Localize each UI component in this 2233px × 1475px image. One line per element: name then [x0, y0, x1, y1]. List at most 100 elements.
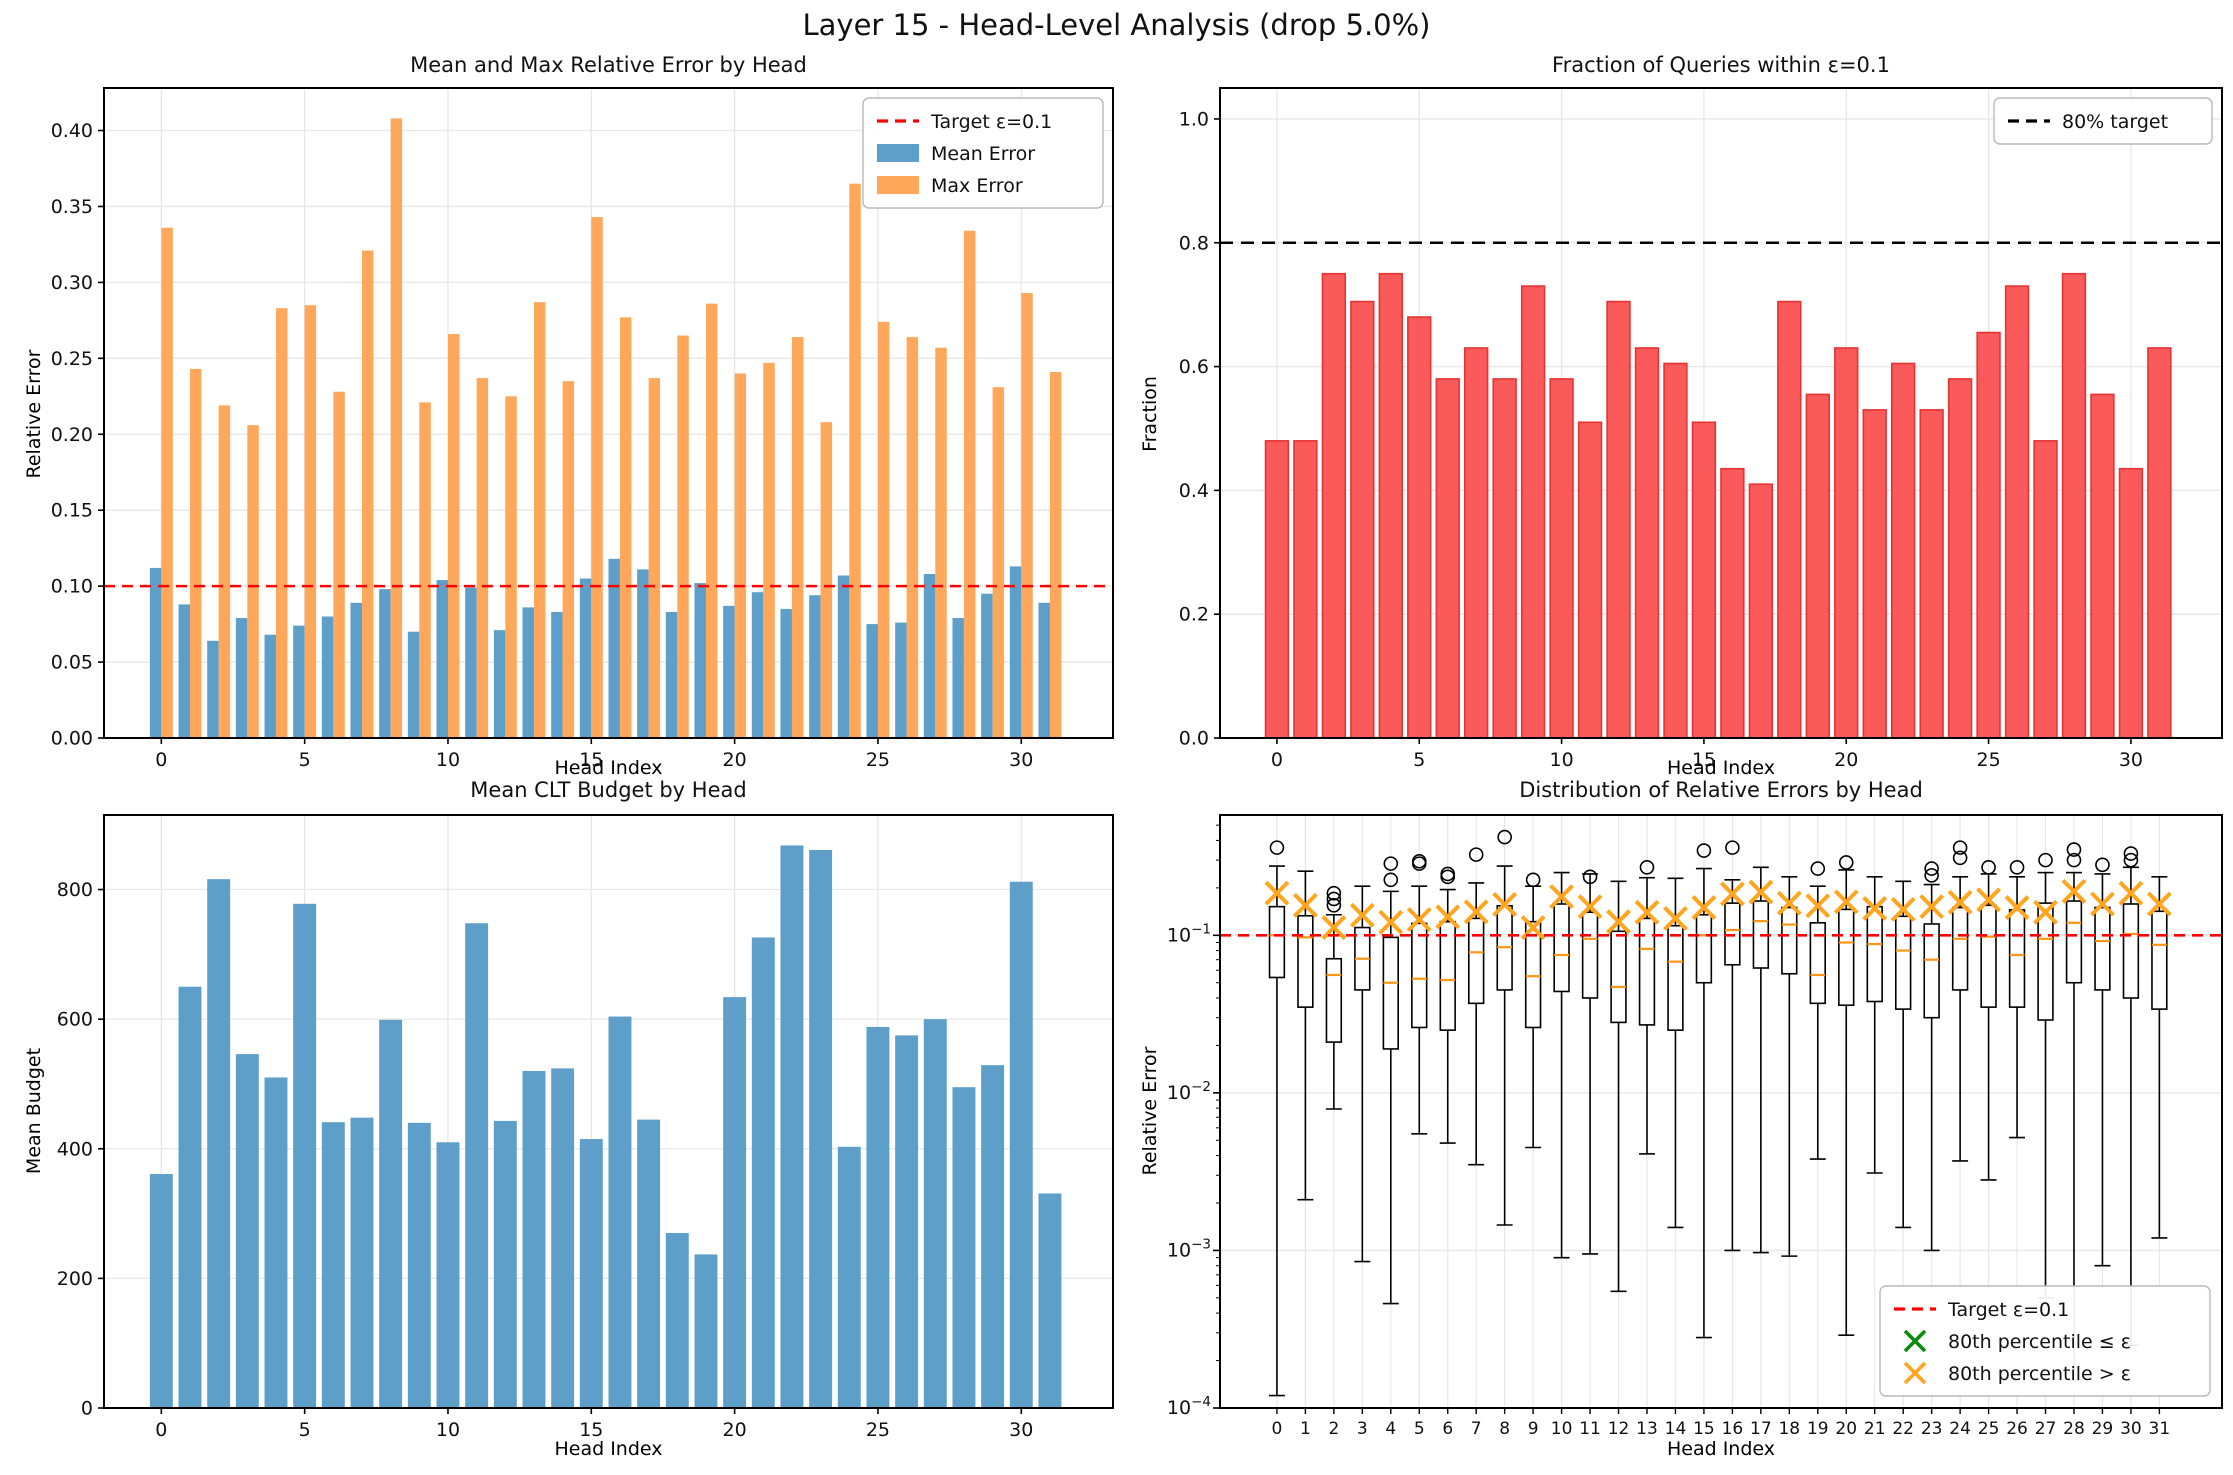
boxplot-head-0	[1264, 840, 1290, 1397]
iqr-box	[1724, 902, 1741, 966]
budget-bar-head-21	[751, 937, 775, 1408]
x-tick-label: 24	[1949, 1419, 1971, 1439]
legend-x-sample	[1903, 1329, 1927, 1353]
budget-bar-head-3	[235, 1054, 259, 1408]
x-tick-label: 13	[1636, 1419, 1658, 1439]
budget-bar-head-8	[379, 1019, 403, 1408]
boxplot-head-29	[2090, 857, 2115, 1267]
budget-bar-head-11	[465, 923, 489, 1408]
outlier-point	[1639, 860, 1655, 875]
p80-marker	[1748, 879, 1774, 905]
mean-error-bar-head-20	[723, 605, 735, 738]
p80-marker	[2090, 891, 2115, 917]
p80-marker	[1862, 896, 1888, 921]
budget-bar-head-19	[694, 1254, 718, 1408]
iqr-box	[1838, 908, 1855, 1007]
x-tick-label: 0	[1272, 1419, 1283, 1439]
max-error-bar-head-16	[619, 317, 632, 738]
x-tick-label: 25	[866, 749, 890, 771]
y-tick-label: 0.25	[51, 348, 93, 370]
x-tick-label: 10	[436, 1419, 460, 1441]
outlier-point	[1725, 840, 1740, 855]
budget-bar-head-12	[493, 1120, 517, 1408]
x-tick-label: 26	[2006, 1419, 2028, 1439]
fraction-bar-head-6	[1435, 378, 1460, 739]
mean-error-bar-head-17	[637, 569, 649, 738]
iqr-box	[1781, 906, 1798, 975]
axes-spines	[103, 814, 1114, 1409]
boxplot-head-18	[1776, 876, 1802, 1257]
outlier-point	[1838, 855, 1854, 870]
mean-error-bar-head-31	[1038, 602, 1050, 738]
x-tick-label: 25	[866, 1419, 890, 1441]
max-error-bar-head-22	[791, 337, 804, 738]
axis-ticks: 0 5 10 15 20 25 30 0.0 0.2 0.4 0.6 0.8 1.0	[1179, 108, 2143, 771]
figure-title: Layer 15 - Head-Level Analysis (drop 5.0…	[802, 8, 1431, 42]
boxplot-head-13	[1634, 860, 1660, 1155]
budget-bar-head-26	[895, 1035, 919, 1408]
x-axis-label-head-index: Head Index	[1666, 757, 1776, 779]
outlier-point	[2009, 860, 2025, 875]
y-tick-label: 200	[57, 1268, 93, 1290]
p80-marker	[1805, 893, 1831, 919]
budget-bar-head-18	[665, 1233, 689, 1408]
bars	[149, 845, 1062, 1408]
x-tick-label: 28	[2063, 1419, 2085, 1439]
budget-bar-head-31	[1038, 1193, 1062, 1408]
max-error-bar-head-7	[361, 250, 374, 738]
x-tick-label: 20	[1835, 1419, 1857, 1439]
boxplot-head-16	[1719, 840, 1745, 1252]
budget-bar-head-16	[608, 1016, 632, 1408]
iqr-box	[1923, 923, 1940, 1019]
y-tick-label: 1.0	[1179, 108, 1209, 130]
y-tick-label: 0.20	[51, 424, 93, 446]
mean-error-bar-head-2	[207, 640, 219, 738]
iqr-box	[1695, 913, 1713, 984]
boxplot-head-21	[1862, 876, 1888, 1174]
max-error-bar-head-6	[333, 391, 345, 738]
x-tick-label: 16	[1722, 1419, 1744, 1439]
max-error-bar-head-28	[963, 230, 976, 738]
y-tick-label: 10−1	[1167, 921, 1211, 946]
fraction-bar-head-16	[1720, 467, 1745, 739]
boxplot-head-1	[1292, 870, 1318, 1201]
x-tick-label: 17	[1750, 1419, 1772, 1439]
mean-error-bar-head-18	[665, 611, 678, 738]
y-tick-label: 400	[57, 1138, 93, 1160]
budget-bar-head-15	[579, 1139, 603, 1408]
p80-marker	[1520, 915, 1546, 940]
boxplots	[1264, 829, 2172, 1397]
budget-plot: 0 5 10 15 20 25 30 0 200 400 600 800	[57, 814, 1114, 1441]
p80-marker	[1292, 892, 1318, 918]
legend-box	[862, 97, 1104, 209]
chart-fraction-within-eps: Fraction of Queries within ε=0.1 Fractio…	[1125, 45, 2225, 790]
max-error-bar-head-15	[591, 217, 603, 738]
chart-title-distribution: Distribution of Relative Errors by Head	[1519, 778, 1923, 802]
budget-bar-head-5	[293, 903, 317, 1408]
outlier-point	[1924, 868, 1939, 883]
mean-error-bar-head-24	[837, 575, 850, 738]
max-error-bar-head-10	[447, 334, 460, 738]
legend-swatch-sample	[877, 176, 919, 194]
iqr-box	[1951, 906, 1969, 991]
p80-marker	[1378, 909, 1404, 935]
fraction-plot: 0 5 10 15 20 25 30 0.0 0.2 0.4 0.6 0.8 1.0 80% target	[1179, 87, 2223, 771]
fraction-bar-head-8	[1492, 378, 1517, 739]
fraction-bar-head-12	[1606, 300, 1631, 739]
outlier-point	[1525, 872, 1541, 888]
outlier-point	[1924, 861, 1939, 876]
mean-error-bar-head-19	[694, 583, 706, 738]
boxplot-head-19	[1805, 861, 1831, 1160]
fraction-bar-head-25	[1976, 331, 2001, 739]
legend-box	[1879, 1285, 2211, 1397]
x-tick-label: 14	[1665, 1419, 1687, 1439]
p80-marker	[1577, 894, 1603, 920]
x-tick-label: 15	[579, 1419, 603, 1441]
fraction-bar-head-28	[2061, 272, 2087, 739]
outlier-point	[1810, 861, 1826, 876]
budget-bar-head-23	[809, 849, 833, 1408]
boxplot-head-20	[1833, 855, 1859, 1336]
fraction-bar-head-19	[1805, 393, 1830, 739]
x-tick-label: 22	[1892, 1419, 1914, 1439]
outlier-point	[2038, 852, 2053, 868]
